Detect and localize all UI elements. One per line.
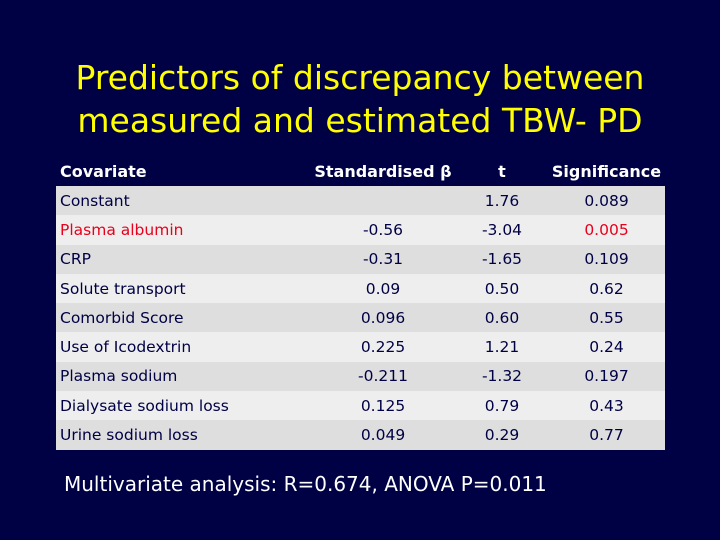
header-covariate: Covariate	[56, 157, 310, 186]
table-row: Plasma sodium -0.211 -1.32 0.197	[56, 361, 665, 392]
table-header-row: Covariate Standardised β t Significance	[56, 157, 665, 186]
predictors-table: Covariate Standardised β t Significance …	[56, 157, 665, 450]
cell-significance: 0.77	[548, 420, 665, 450]
table-row: Constant 1.76 0.089	[56, 186, 665, 216]
cell-t: -1.32	[456, 361, 548, 392]
header-standardised-beta: Standardised β	[310, 157, 456, 186]
cell-covariate: Urine sodium loss	[56, 420, 310, 450]
cell-covariate: Constant	[56, 186, 310, 216]
table-row: CRP -0.31 -1.65 0.109	[56, 244, 665, 274]
cell-t: -1.65	[456, 244, 548, 274]
cell-beta: 0.09	[310, 273, 456, 304]
cell-t: 1.21	[456, 332, 548, 362]
cell-significance: 0.197	[548, 361, 665, 392]
cell-covariate: Solute transport	[56, 273, 310, 304]
cell-beta: -0.211	[310, 361, 456, 392]
cell-significance: 0.62	[548, 273, 665, 304]
header-t: t	[456, 157, 548, 186]
slide-title: Predictors of discrepancy between measur…	[0, 56, 720, 142]
cell-significance: 0.089	[548, 186, 665, 216]
cell-covariate: CRP	[56, 244, 310, 274]
cell-covariate: Plasma albumin	[56, 215, 310, 245]
table-row: Dialysate sodium loss 0.125 0.79 0.43	[56, 391, 665, 421]
cell-beta: 0.049	[310, 420, 456, 450]
cell-t: 0.50	[456, 273, 548, 304]
table-row: Solute transport 0.09 0.50 0.62	[56, 273, 665, 304]
cell-t: 0.29	[456, 420, 548, 450]
cell-beta	[310, 186, 456, 216]
cell-beta: 0.225	[310, 332, 456, 362]
cell-significance: 0.005	[548, 215, 665, 245]
slide-title-line-1: Predictors of discrepancy between	[75, 58, 645, 97]
cell-beta: 0.125	[310, 391, 456, 421]
cell-significance: 0.24	[548, 332, 665, 362]
cell-covariate: Use of Icodextrin	[56, 332, 310, 362]
cell-beta: -0.56	[310, 215, 456, 245]
table-row: Urine sodium loss 0.049 0.29 0.77	[56, 420, 665, 450]
cell-covariate: Comorbid Score	[56, 303, 310, 333]
cell-significance: 0.55	[548, 303, 665, 333]
cell-beta: -0.31	[310, 244, 456, 274]
slide-title-line-2: measured and estimated TBW- PD	[77, 101, 643, 140]
table-row: Plasma albumin -0.56 -3.04 0.005	[56, 215, 665, 245]
cell-significance: 0.109	[548, 244, 665, 274]
header-significance: Significance	[548, 157, 665, 186]
cell-beta: 0.096	[310, 303, 456, 333]
cell-covariate: Plasma sodium	[56, 361, 310, 392]
table-row: Use of Icodextrin 0.225 1.21 0.24	[56, 332, 665, 362]
cell-t: -3.04	[456, 215, 548, 245]
cell-covariate: Dialysate sodium loss	[56, 391, 310, 421]
table-row: Comorbid Score 0.096 0.60 0.55	[56, 303, 665, 333]
multivariate-analysis-note: Multivariate analysis: R=0.674, ANOVA P=…	[64, 472, 547, 496]
cell-t: 1.76	[456, 186, 548, 216]
cell-t: 0.79	[456, 391, 548, 421]
cell-significance: 0.43	[548, 391, 665, 421]
cell-t: 0.60	[456, 303, 548, 333]
